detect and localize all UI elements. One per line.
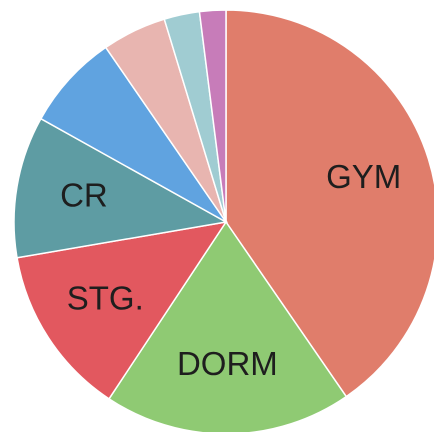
pie-slice [13,117,229,259]
slice-label: GYM [326,158,401,195]
slice-label: CR [60,176,108,213]
pie-slice [16,220,228,400]
slice-label: STG. [67,279,144,316]
pie-slice [225,9,434,398]
slice-label: DORM [177,345,278,382]
pie-slice [108,220,348,432]
pie-slice [198,9,227,223]
pie-slice [39,46,227,223]
